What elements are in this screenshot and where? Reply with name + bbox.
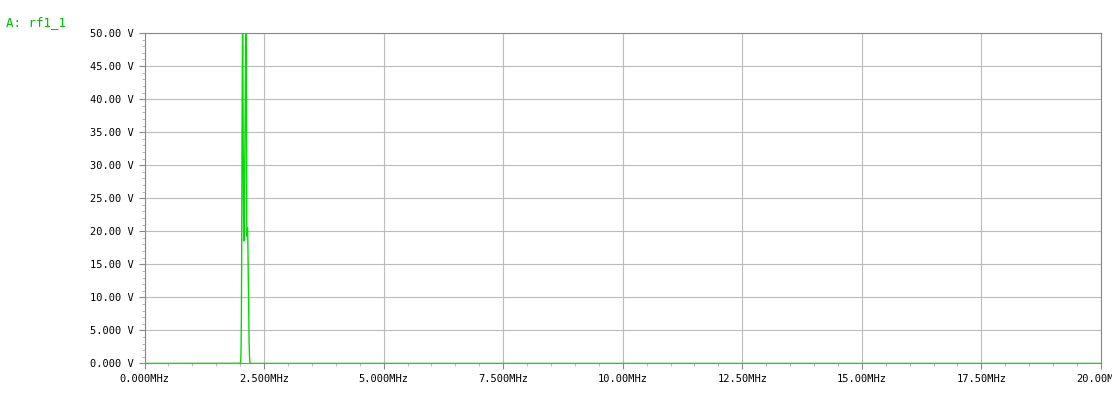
Text: A: rf1_1: A: rf1_1	[6, 17, 66, 29]
